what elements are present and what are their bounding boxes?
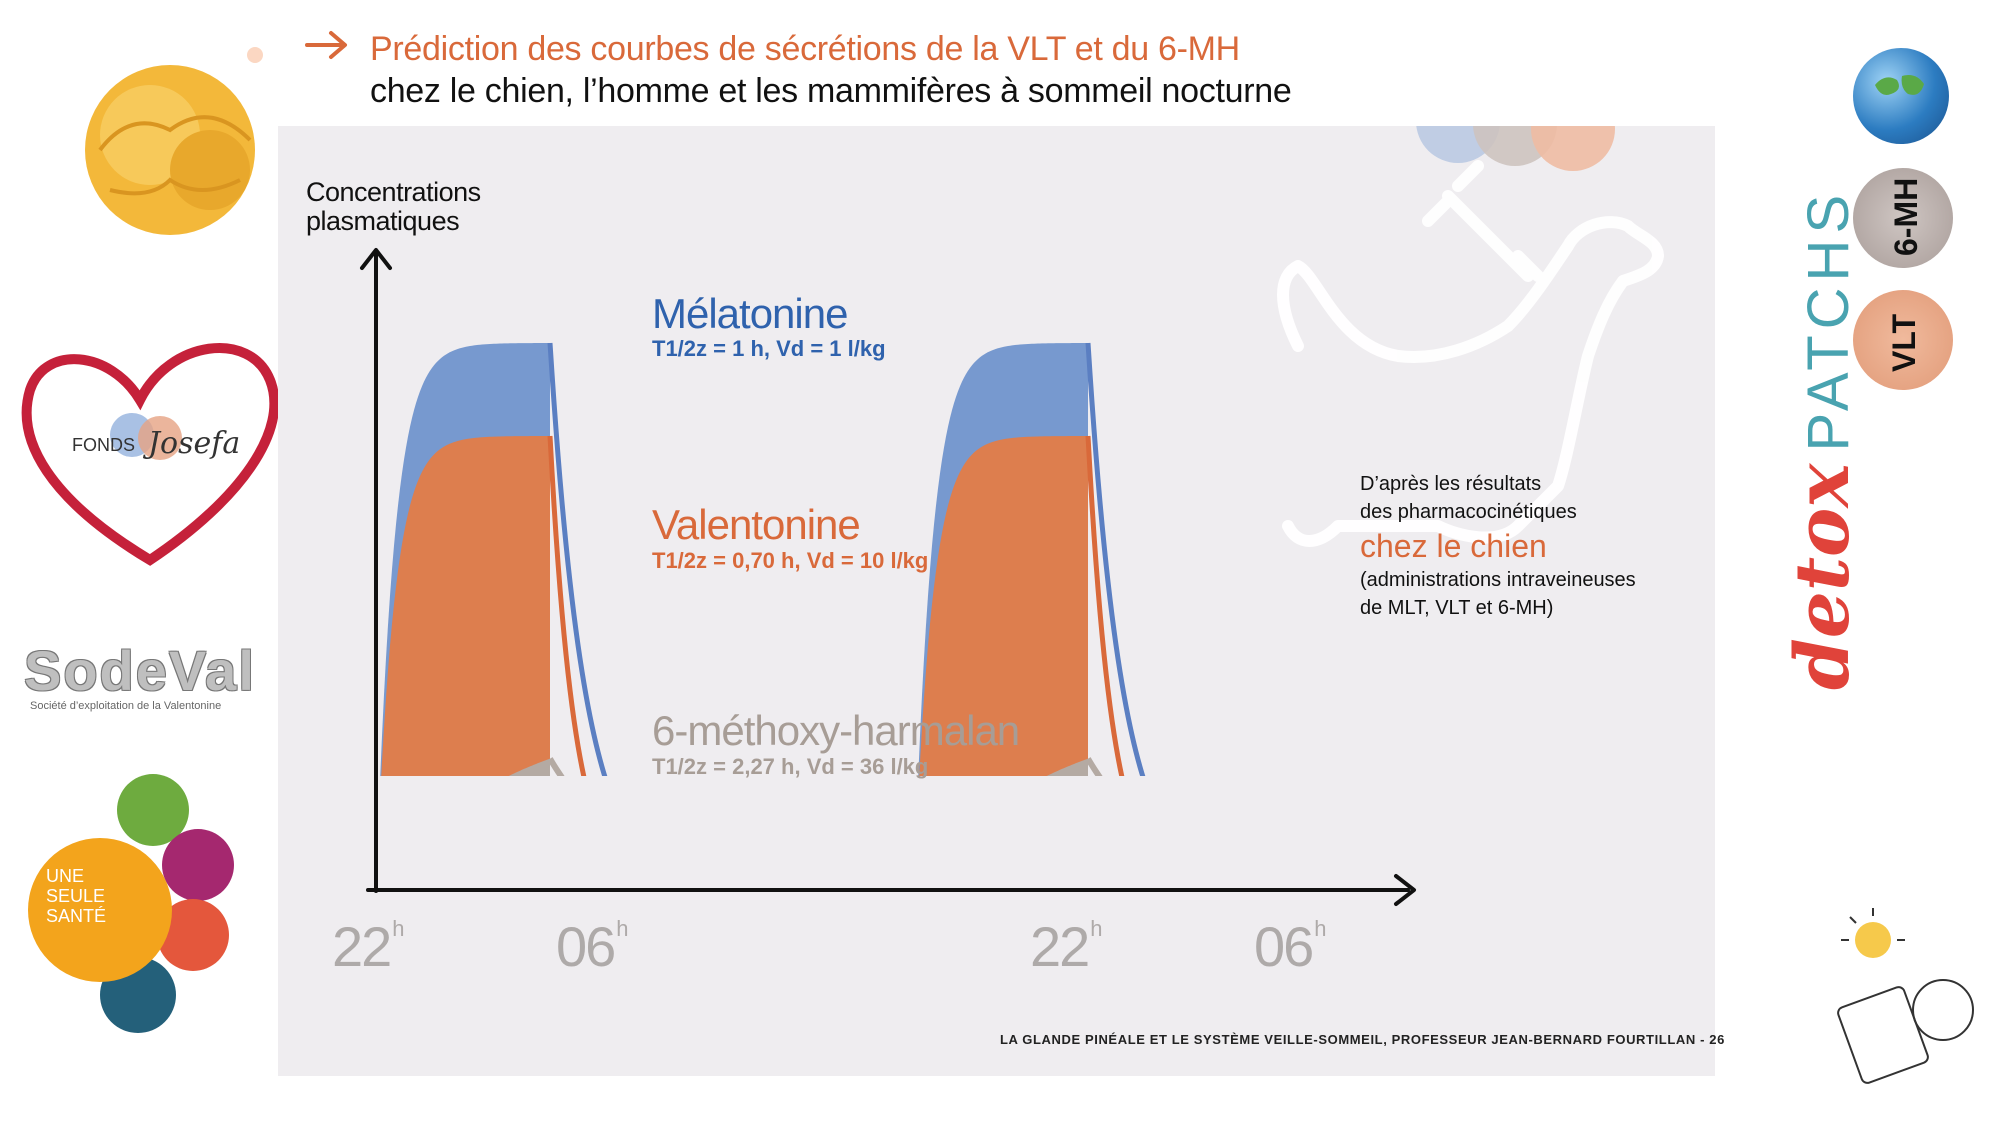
x-tick-label-1: 22h bbox=[332, 915, 405, 978]
series-name-melatonine: Mélatonine bbox=[652, 290, 848, 337]
one-health-line1: UNE bbox=[46, 866, 85, 886]
series-1-infusion-area-1 bbox=[919, 435, 1088, 776]
series-0-decay-line-0 bbox=[547, 342, 608, 776]
series-name-6-methoxy-harmalan: 6-méthoxy-harmalan bbox=[652, 707, 1020, 754]
one-health-line3: SANTÉ bbox=[46, 906, 107, 926]
fonds-script-text: Josefa bbox=[148, 426, 241, 461]
one-health-logo bbox=[28, 774, 234, 1033]
note-line4: de MLT, VLT et 6-MH) bbox=[1360, 597, 1554, 619]
series-params-valentonine: T1/2z = 0,70 h, Vd = 10 l/kg bbox=[652, 548, 929, 573]
secretion-chart bbox=[360, 126, 1664, 906]
slide-footer: LA GLANDE PINÉALE ET LE SYSTÈME VEILLE-S… bbox=[1000, 1032, 1724, 1047]
x-tick-label-3: 22h bbox=[1030, 915, 1103, 978]
vlt-badge-label: VLT bbox=[1886, 313, 1922, 372]
note-highlight: chez le chien bbox=[1360, 528, 1547, 564]
y-axis-arrowhead bbox=[360, 248, 392, 270]
chart-axes bbox=[360, 248, 1416, 906]
footer-text: LA GLANDE PINÉALE ET LE SYSTÈME VEILLE-S… bbox=[1000, 1032, 1706, 1047]
series-1-infusion-area-0 bbox=[381, 435, 550, 776]
mh-badge-label: 6-MH bbox=[1888, 177, 1924, 256]
series-0-decay-line-1 bbox=[1085, 342, 1146, 776]
brain-logo bbox=[85, 47, 309, 235]
one-health-text: UNE SEULE SANTÉ bbox=[46, 866, 106, 926]
detox-patchs-logo: detox PATCHS bbox=[1780, 189, 1866, 690]
y-axis-label: Concentrations plasmatiques bbox=[306, 178, 481, 236]
dog-silhouette-icon bbox=[1277, 160, 1664, 547]
continents-icon bbox=[1875, 75, 1924, 95]
y-axis-label-line1: Concentrations bbox=[306, 177, 481, 207]
y-axis-label-line2: plasmatiques bbox=[306, 206, 460, 236]
series-params-6-methoxy-harmalan: T1/2z = 2,27 h, Vd = 36 l/kg bbox=[652, 754, 929, 779]
detox-logo-script: detox bbox=[1780, 463, 1866, 690]
note-line2: des pharmacocinétiques bbox=[1360, 501, 1577, 523]
x-axis-arrowhead bbox=[1394, 874, 1416, 906]
page-number: 26 bbox=[1709, 1032, 1725, 1047]
x-tick-label-4: 06h bbox=[1254, 915, 1327, 978]
chart-annotation: D’après les résultats des pharmacocinéti… bbox=[1360, 470, 1690, 622]
heart-logo bbox=[21, 343, 280, 566]
decor-circles bbox=[1416, 126, 1615, 171]
vlt-badge bbox=[1853, 290, 1953, 390]
series-2-decay-line-1 bbox=[1085, 757, 1103, 776]
sodeval-logo-text: SodeVal bbox=[24, 639, 256, 702]
slide-title-line2: chez le chien, l’homme et les mammifères… bbox=[370, 72, 1292, 110]
chart-series-layer bbox=[380, 342, 1146, 776]
sodeval-subtitle: Société d’exploitation de la Valentonine bbox=[30, 700, 222, 712]
patch-illustration bbox=[1837, 908, 1974, 1084]
series-2-infusion-area-0 bbox=[508, 758, 550, 776]
note-line1: D’après les résultats bbox=[1360, 473, 1542, 495]
earth-icon bbox=[1853, 48, 1949, 144]
note-line3: (administrations intraveineuses bbox=[1360, 569, 1636, 591]
slide-title-line1: Prédiction des courbes de sécrétions de … bbox=[370, 30, 1240, 68]
series-2-infusion-area-1 bbox=[1046, 758, 1088, 776]
fonds-label: FONDS bbox=[72, 435, 135, 455]
one-health-line2: SEULE bbox=[46, 886, 106, 906]
patchs-logo-text: PATCHS bbox=[1796, 188, 1861, 452]
x-tick-label-2: 06h bbox=[556, 915, 629, 978]
series-params-melatonine: T1/2z = 1 h, Vd = 1 l/kg bbox=[652, 336, 886, 361]
arrow-right-icon bbox=[305, 31, 347, 59]
series-1-decay-line-1 bbox=[1085, 435, 1125, 776]
mh-badge bbox=[1853, 168, 1953, 268]
series-name-valentonine: Valentonine bbox=[652, 501, 861, 548]
